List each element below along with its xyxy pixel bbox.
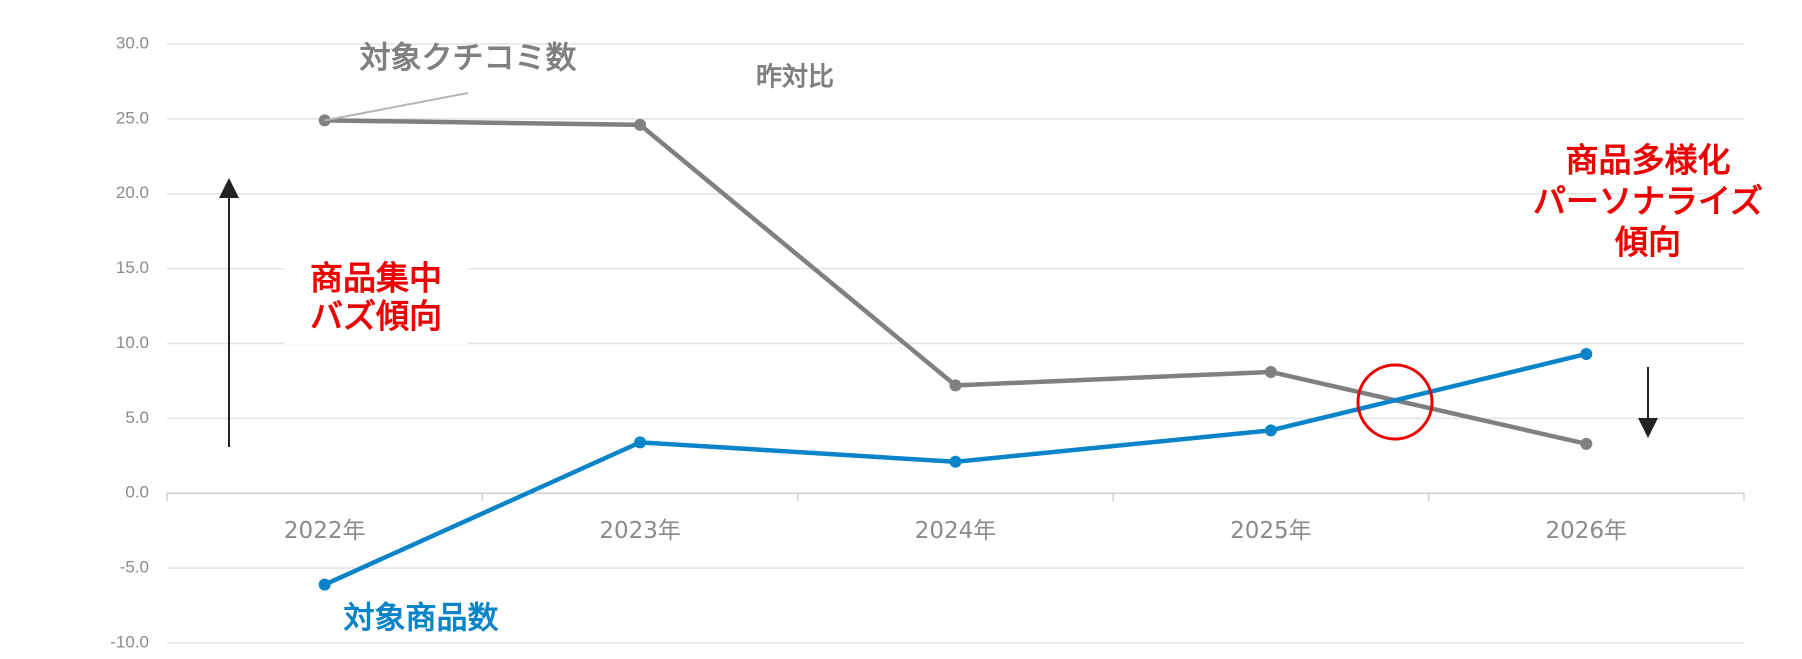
x-tick-label: 2026年: [1546, 518, 1628, 544]
data-point: [1264, 365, 1277, 378]
series-label: 対象クチコミ数: [360, 41, 577, 77]
highlight-circle: [1356, 363, 1434, 441]
data-point: [634, 436, 647, 449]
y-tick-label: 10.0: [116, 333, 149, 352]
annotation: 傾向: [1614, 223, 1681, 262]
y-tick-label: -5.0: [120, 558, 149, 577]
y-tick-label: 15.0: [116, 258, 149, 277]
annotation: 昨対比: [756, 63, 834, 93]
data-point: [949, 379, 962, 392]
data-point: [1580, 347, 1593, 360]
annotation-bg: [284, 258, 468, 344]
data-point: [318, 578, 331, 591]
y-tick-label: 0.0: [125, 483, 149, 502]
annotation: パーソナライズ: [1533, 182, 1763, 221]
series-line: [324, 118, 1587, 447]
data-point: [1264, 424, 1277, 437]
annotation: バズ傾向: [310, 297, 442, 336]
leader-line: [324, 92, 469, 122]
annotation: 商品集中: [310, 259, 442, 298]
x-tick-label: 2025年: [1230, 518, 1312, 544]
y-tick-label: 5.0: [125, 408, 149, 427]
y-tick-label: -10.0: [110, 632, 149, 651]
y-tick-label: 30.0: [116, 33, 149, 52]
annotation: 商品多様化: [1566, 141, 1731, 180]
data-point: [634, 118, 647, 131]
x-tick-label: 2023年: [599, 518, 681, 544]
x-tick-label: 2022年: [284, 518, 366, 544]
series-label: 対象商品数: [344, 601, 499, 637]
y-tick-label: 20.0: [116, 183, 149, 202]
data-point: [1580, 437, 1593, 450]
y-tick-label: 25.0: [116, 108, 149, 127]
x-tick-label: 2024年: [915, 518, 997, 544]
data-point: [949, 455, 962, 468]
